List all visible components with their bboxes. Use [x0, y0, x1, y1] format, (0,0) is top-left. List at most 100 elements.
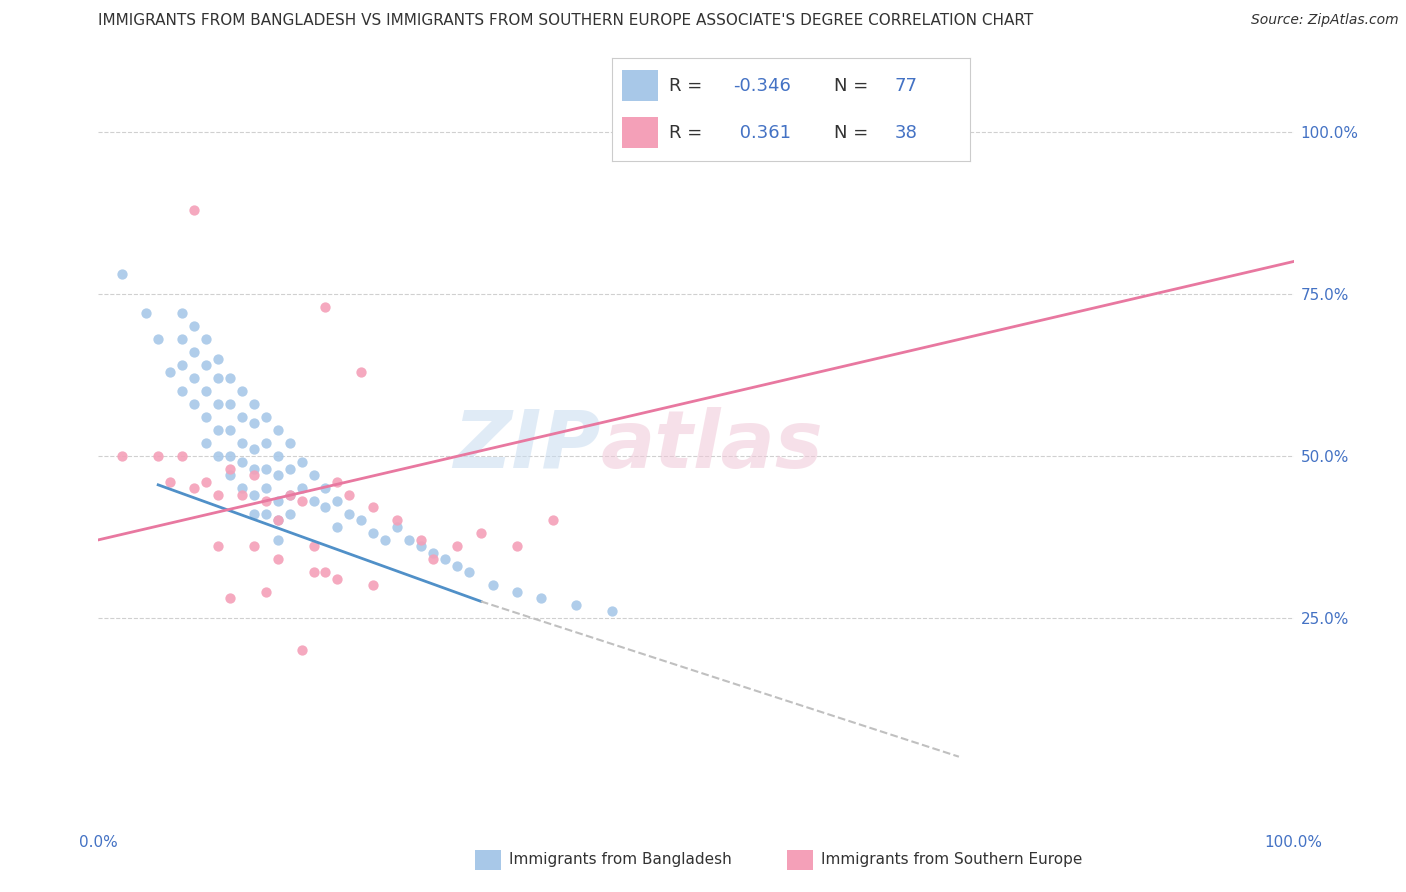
Point: [278, 461, 301, 475]
Point: [433, 552, 456, 566]
Text: 38: 38: [894, 124, 918, 142]
Point: [446, 558, 468, 573]
Point: [243, 539, 266, 553]
Point: [183, 371, 205, 385]
Point: [194, 435, 218, 450]
Point: [267, 533, 290, 547]
Point: [243, 442, 266, 457]
Point: [315, 566, 337, 580]
Point: [506, 584, 529, 599]
Text: 77: 77: [894, 77, 918, 95]
Point: [172, 332, 194, 346]
Point: [326, 494, 349, 508]
Point: [194, 384, 218, 398]
Point: [111, 268, 134, 282]
Text: ZIP: ZIP: [453, 407, 600, 485]
Point: [183, 345, 205, 359]
Point: [254, 507, 277, 521]
Point: [326, 520, 349, 534]
Point: [278, 487, 301, 501]
Point: [363, 526, 385, 541]
Point: [111, 449, 134, 463]
Bar: [623, 70, 658, 101]
Text: N =: N =: [834, 77, 868, 95]
Point: [254, 584, 277, 599]
Point: [243, 417, 266, 431]
Point: [254, 461, 277, 475]
Point: [183, 319, 205, 334]
Point: [602, 604, 624, 618]
Point: [207, 351, 229, 366]
Point: [363, 578, 385, 592]
Point: [422, 546, 444, 560]
Point: [326, 475, 349, 489]
Point: [422, 552, 444, 566]
Text: -0.346: -0.346: [734, 77, 792, 95]
Point: [411, 539, 433, 553]
Point: [243, 507, 266, 521]
Point: [267, 468, 290, 483]
Point: [172, 449, 194, 463]
Text: N =: N =: [834, 124, 868, 142]
Point: [231, 455, 253, 469]
Text: 0.0%: 0.0%: [79, 836, 118, 850]
Point: [207, 423, 229, 437]
Point: [529, 591, 551, 606]
Point: [339, 507, 360, 521]
Point: [183, 481, 205, 495]
Point: [231, 409, 253, 424]
Point: [302, 566, 325, 580]
Point: [254, 481, 277, 495]
Point: [231, 481, 253, 495]
Point: [315, 300, 337, 314]
Point: [219, 449, 242, 463]
Point: [350, 365, 373, 379]
Point: [207, 539, 229, 553]
Point: [481, 578, 505, 592]
Point: [470, 526, 492, 541]
Point: [219, 468, 242, 483]
Point: [183, 397, 205, 411]
Text: R =: R =: [669, 77, 702, 95]
Point: [148, 332, 170, 346]
Point: [194, 358, 218, 372]
Point: [385, 513, 409, 527]
Point: [385, 520, 409, 534]
Point: [291, 494, 314, 508]
Point: [207, 371, 229, 385]
Point: [172, 306, 194, 320]
Point: [458, 566, 481, 580]
Point: [326, 572, 349, 586]
Point: [148, 449, 170, 463]
Point: [302, 539, 325, 553]
Text: atlas: atlas: [600, 407, 823, 485]
Point: [315, 481, 337, 495]
Point: [183, 202, 205, 217]
Text: Source: ZipAtlas.com: Source: ZipAtlas.com: [1251, 13, 1399, 28]
Point: [278, 435, 301, 450]
Point: [207, 449, 229, 463]
Point: [446, 539, 468, 553]
Point: [315, 500, 337, 515]
Point: [541, 513, 564, 527]
Point: [243, 397, 266, 411]
Text: R =: R =: [669, 124, 702, 142]
Point: [363, 500, 385, 515]
Point: [219, 397, 242, 411]
Point: [254, 409, 277, 424]
Point: [194, 475, 218, 489]
Point: [172, 358, 194, 372]
Point: [506, 539, 529, 553]
Point: [350, 513, 373, 527]
Point: [243, 461, 266, 475]
Point: [207, 487, 229, 501]
Point: [374, 533, 396, 547]
Point: [398, 533, 420, 547]
Point: [278, 507, 301, 521]
Point: [291, 455, 314, 469]
Text: 0.361: 0.361: [734, 124, 790, 142]
Point: [267, 423, 290, 437]
Text: 100.0%: 100.0%: [1264, 836, 1323, 850]
Point: [565, 598, 588, 612]
Text: Immigrants from Southern Europe: Immigrants from Southern Europe: [821, 853, 1083, 867]
